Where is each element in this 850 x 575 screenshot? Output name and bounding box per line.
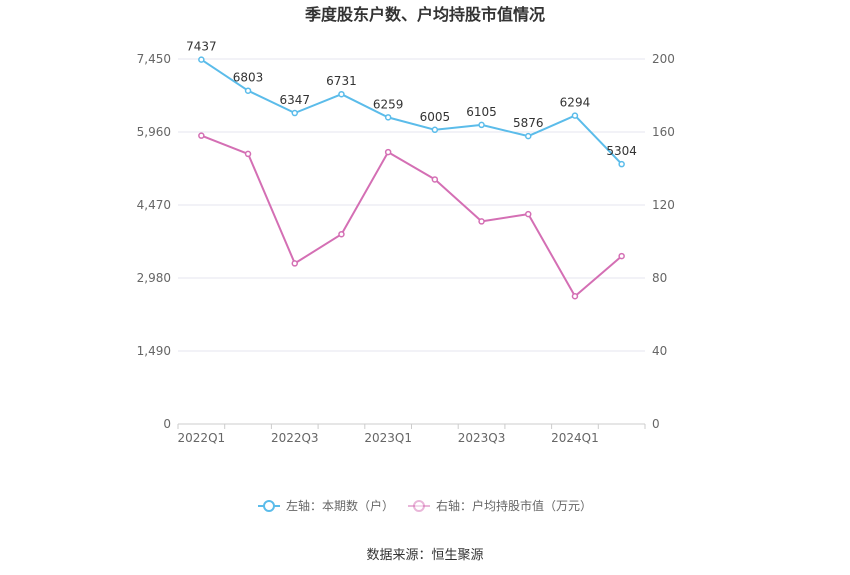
x-tick-label: 2023Q3 — [458, 431, 506, 445]
left-tick-label: 7,450 — [137, 52, 171, 66]
data-label: 6731 — [326, 74, 357, 88]
legend-item-1[interactable]: 右轴：户均持股市值（万元） — [408, 498, 592, 513]
left-tick-label: 4,470 — [137, 198, 171, 212]
data-point[interactable] — [618, 252, 625, 260]
data-point[interactable] — [478, 121, 485, 129]
source-note: 数据来源：恒生聚源 — [366, 548, 483, 563]
data-label: 6347 — [279, 93, 310, 107]
x-tick-label: 2023Q1 — [364, 431, 412, 445]
data-point[interactable] — [338, 90, 345, 98]
data-label: 6294 — [560, 96, 591, 110]
x-tick-label: 2024Q1 — [551, 431, 599, 445]
left-tick-label: 5,960 — [137, 125, 171, 139]
x-axis: 2022Q1 2022Q3 2023Q1 2023Q3 2024Q1 — [177, 424, 646, 445]
series-line-1 — [200, 134, 623, 298]
data-point[interactable] — [618, 160, 625, 168]
legend-item-0[interactable]: 左轴：本期数（户） — [258, 498, 394, 513]
legend-marker-icon — [263, 500, 275, 512]
series-layer: 7437 6803 6347 6731 6259 6005 6105 5876 6294 5304 — [186, 40, 637, 300]
data-point[interactable] — [244, 150, 252, 158]
data-point[interactable] — [525, 210, 532, 218]
data-point[interactable] — [384, 148, 392, 156]
data-label: 6259 — [373, 97, 404, 111]
data-point[interactable] — [198, 56, 205, 63]
right-tick-label: 40 — [652, 344, 667, 358]
right-tick-label: 160 — [652, 125, 675, 139]
data-point[interactable] — [198, 132, 205, 139]
right-tick-label: 80 — [652, 271, 667, 285]
data-label: 7437 — [186, 40, 217, 54]
series-line-0 — [200, 58, 623, 165]
grid — [178, 58, 645, 425]
legend-marker-icon — [413, 500, 425, 512]
left-tick-label: 0 — [163, 417, 171, 431]
legend-label: 左轴：本期数（户） — [286, 498, 394, 513]
data-point[interactable] — [338, 230, 345, 238]
left-axis: 0 1,490 2,980 4,470 5,960 7,450 — [137, 52, 171, 431]
data-label: 6803 — [233, 71, 264, 85]
data-label: 5304 — [606, 144, 637, 158]
data-point[interactable] — [291, 260, 298, 267]
right-tick-label: 0 — [652, 417, 660, 431]
data-label: 6005 — [420, 110, 451, 124]
x-tick-label: 2022Q1 — [178, 431, 226, 445]
right-tick-label: 120 — [652, 198, 675, 212]
data-label: 5876 — [513, 116, 544, 130]
data-point[interactable] — [571, 112, 579, 119]
left-tick-label: 2,980 — [137, 271, 171, 285]
right-tick-label: 200 — [652, 52, 675, 66]
legend-label: 右轴：户均持股市值（万元） — [436, 498, 592, 513]
data-point[interactable] — [571, 293, 579, 300]
data-label: 6105 — [466, 105, 497, 119]
x-tick-label: 2022Q3 — [271, 431, 319, 445]
data-point[interactable] — [431, 126, 439, 134]
data-point[interactable] — [431, 176, 439, 183]
data-point[interactable] — [244, 87, 252, 94]
data-point[interactable] — [291, 109, 298, 117]
legend[interactable]: 左轴：本期数（户） 右轴：户均持股市值（万元） — [258, 498, 592, 513]
data-point[interactable] — [384, 114, 392, 121]
chart-title: 季度股东户数、户均持股市值情况 — [304, 5, 545, 24]
data-point[interactable] — [525, 132, 532, 140]
data-point[interactable] — [478, 218, 485, 225]
right-axis: 0 40 80 120 160 200 — [652, 52, 675, 431]
left-tick-label: 1,490 — [137, 344, 171, 358]
